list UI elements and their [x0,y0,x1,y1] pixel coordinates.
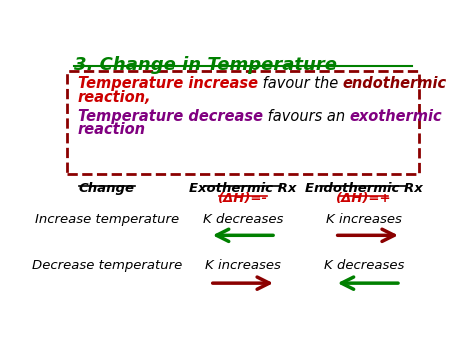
Text: Temperature decrease: Temperature decrease [78,109,263,124]
Text: Endothermic Rx: Endothermic Rx [305,182,423,195]
Text: exothermic: exothermic [349,109,442,124]
Text: 3. Change in Temperature: 3. Change in Temperature [74,56,337,74]
Text: K increases: K increases [326,213,402,226]
Text: Change: Change [79,182,135,195]
Text: (ΔH)=-: (ΔH)=- [218,192,268,204]
Text: favours an: favours an [263,109,349,124]
Text: K decreases: K decreases [324,258,404,272]
Text: Exothermic Rx: Exothermic Rx [189,182,297,195]
Text: Decrease temperature: Decrease temperature [32,258,182,272]
Text: K decreases: K decreases [203,213,283,226]
Text: reaction: reaction [78,122,146,137]
Bar [66,71,419,174]
Text: reaction,: reaction, [78,89,151,105]
Text: K increases: K increases [205,258,281,272]
Text: Temperature increase: Temperature increase [78,76,257,91]
Text: Increase temperature: Increase temperature [35,213,179,226]
Text: favour the: favour the [257,76,343,91]
Text: endothermic: endothermic [343,76,447,91]
Text: (ΔH)=+: (ΔH)=+ [337,192,392,204]
